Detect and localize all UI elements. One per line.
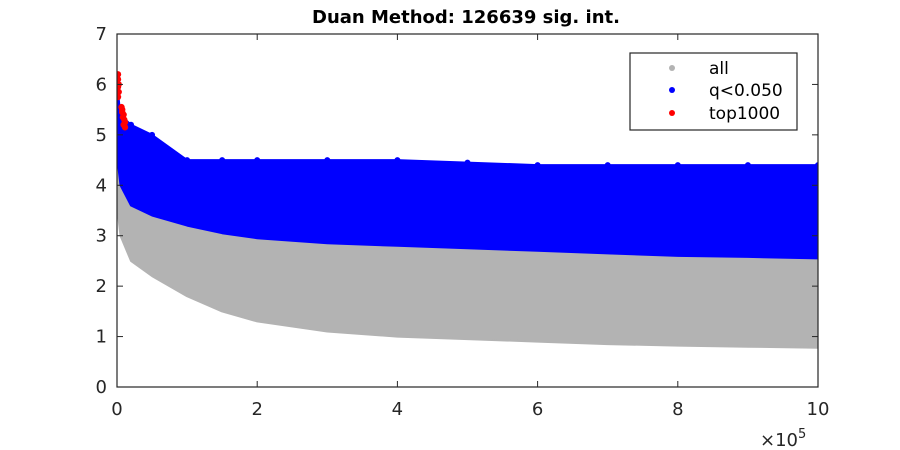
data-point-top1000 — [117, 88, 122, 96]
data-point-q-0-050 — [184, 157, 191, 164]
y-tick-label: 3 — [96, 226, 107, 247]
legend-marker-top — [669, 110, 675, 116]
data-point-q-0-050 — [149, 131, 156, 138]
legend: all q<0.050 top1000 — [629, 52, 798, 131]
data-point-top1000 — [121, 124, 129, 131]
y-tick-label: 6 — [96, 74, 107, 95]
x-multiplier-exponent: 5 — [798, 427, 806, 442]
x-tick-label: 8 — [672, 399, 683, 420]
legend-box — [629, 52, 798, 131]
x-tick-label: 10 — [807, 399, 830, 420]
data-point-q-0-050 — [534, 162, 541, 169]
data-point-q-0-050 — [254, 157, 261, 164]
legend-label-top: top1000 — [709, 104, 780, 124]
legend-marker-q — [669, 87, 675, 93]
y-tick-label: 4 — [96, 175, 107, 196]
data-point-q-0-050 — [219, 157, 226, 164]
y-tick-label: 0 — [96, 377, 107, 398]
data-point-top1000 — [117, 83, 122, 91]
data-point-q-0-050 — [128, 121, 135, 128]
data-point-q-0-050 — [674, 162, 681, 169]
data-point-q-0-050 — [815, 162, 818, 169]
legend-label-q: q<0.050 — [709, 81, 783, 101]
x-tick-label: 4 — [392, 399, 403, 420]
data-point-q-0-050 — [744, 162, 751, 169]
y-tick-label: 7 — [96, 24, 107, 45]
series-layer — [117, 71, 818, 349]
legend-label-all: all — [709, 59, 729, 79]
data-point-top1000 — [117, 76, 122, 83]
data-point-q-0-050 — [604, 162, 611, 169]
y-tick-label: 1 — [96, 327, 107, 348]
data-point-top1000 — [117, 93, 122, 101]
data-point-q-0-050 — [324, 157, 331, 164]
chart-title: Duan Method: 126639 sig. int. — [312, 7, 620, 28]
data-point-q-0-050 — [394, 157, 401, 164]
data-point-top1000 — [119, 106, 126, 113]
x-tick-label: 0 — [111, 399, 122, 420]
x-multiplier-base: ×10 — [760, 430, 798, 450]
data-point-top1000 — [117, 71, 122, 78]
x-tick-label: 2 — [251, 399, 262, 420]
y-tick-label: 2 — [96, 276, 107, 297]
x-multiplier: ×105 — [760, 427, 806, 450]
y-tick-label: 5 — [96, 125, 107, 146]
legend-marker-all — [669, 65, 675, 71]
ticks-layer: 0 2 4 6 8 10 0 1 2 3 4 5 6 7 — [96, 24, 830, 420]
x-tick-label: 6 — [532, 399, 543, 420]
data-point-q-0-050 — [464, 159, 471, 166]
axes-box — [116, 33, 819, 388]
